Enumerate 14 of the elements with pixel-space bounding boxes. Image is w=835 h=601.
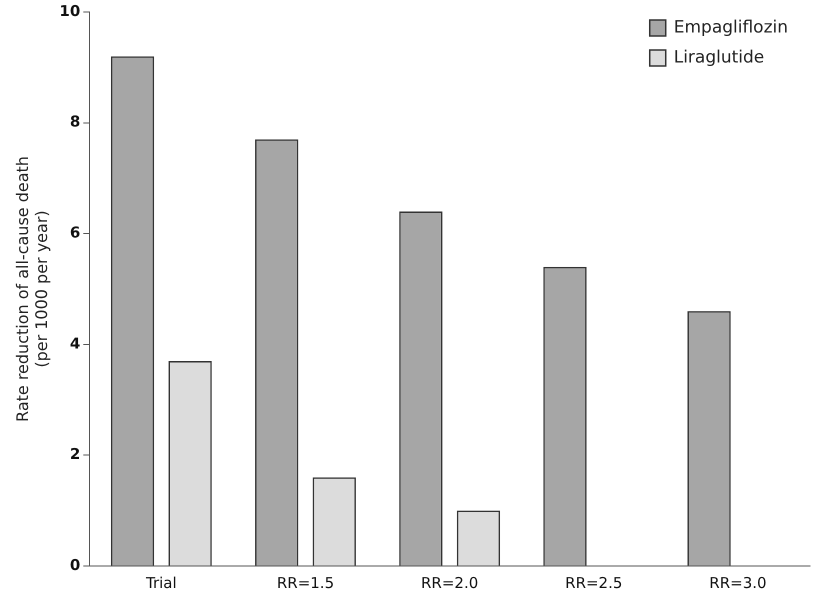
- y-tick-label: 4: [70, 334, 80, 352]
- legend-label: Empagliflozin: [674, 17, 788, 38]
- y-axis-title: Rate reduction of all-cause death (per 1000 per year): [12, 156, 51, 422]
- y-tick-label: 0: [70, 556, 80, 574]
- y-tick-label: 10: [59, 2, 80, 20]
- legend-label: Liraglutide: [674, 47, 764, 68]
- y-tick-label: 8: [70, 112, 80, 131]
- x-tick-label: RR=2.5: [565, 574, 622, 592]
- y-tick-label: 6: [70, 223, 80, 242]
- x-tick-label: RR=1.5: [276, 574, 334, 592]
- y-tick-label: 2: [70, 445, 80, 464]
- x-tick-label: RR=3.0: [709, 574, 767, 592]
- x-tick-label: Trial: [145, 574, 177, 592]
- x-tick-label: RR=2.0: [420, 574, 478, 592]
